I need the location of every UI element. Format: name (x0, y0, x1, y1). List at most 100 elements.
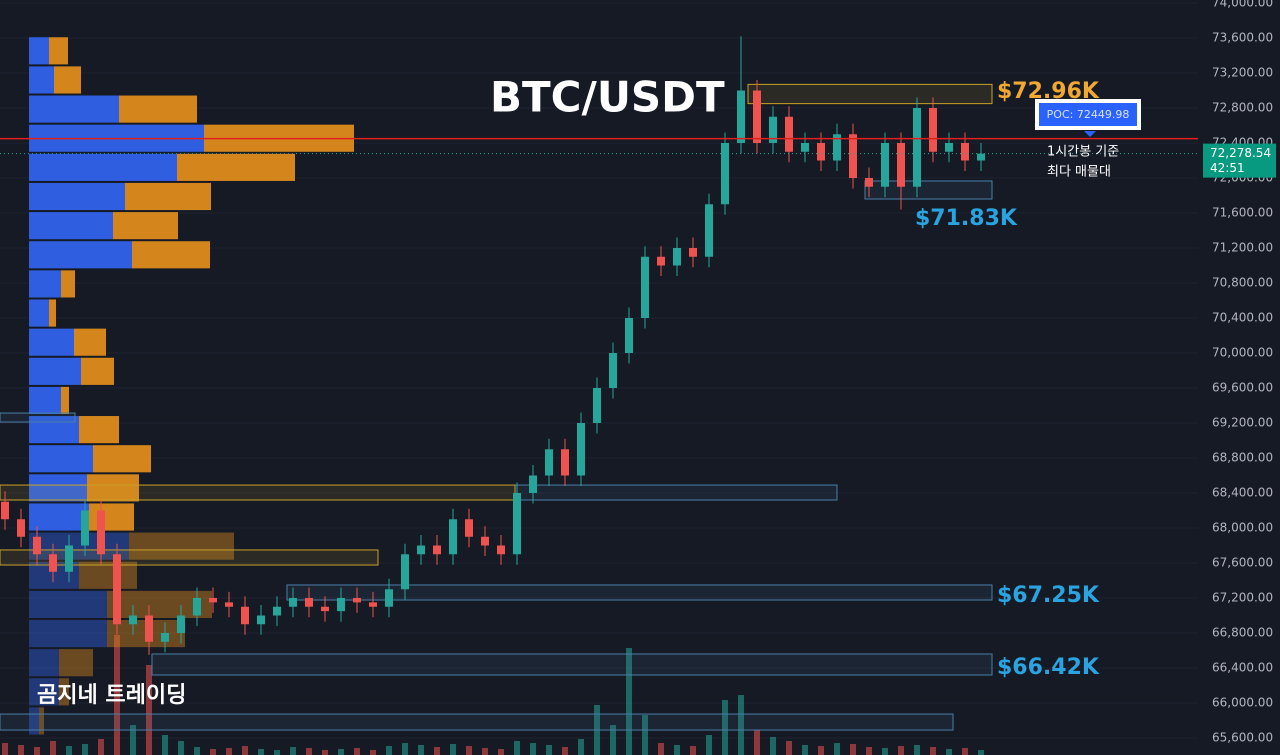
zone-label: $71.83K (915, 206, 1018, 231)
profile-sell (177, 153, 295, 181)
profile-buy (29, 532, 129, 560)
volume-bar (930, 747, 936, 755)
volume-bar (578, 739, 584, 755)
volume-bar (66, 746, 72, 755)
candle-body (385, 589, 393, 607)
profile-buy (29, 37, 49, 65)
volume-bar (418, 745, 424, 755)
y-tick-label: 67,600.00 (1212, 556, 1273, 570)
candle-body (561, 449, 569, 476)
profile-sell (87, 474, 139, 502)
volume-bar (146, 665, 152, 755)
zone (286, 584, 993, 601)
volume-bar (162, 735, 168, 755)
profile-sell (129, 532, 234, 560)
volume-bar (50, 741, 56, 755)
candle-body (17, 519, 25, 537)
volume-bar (226, 748, 232, 755)
volume-bar (946, 749, 952, 755)
profile-sell (81, 357, 114, 385)
profile-sell (132, 241, 210, 269)
volume-bar (210, 749, 216, 755)
candle-body (897, 143, 905, 187)
profile-sell (39, 707, 44, 735)
volume-bar (786, 741, 792, 755)
profile-buy (29, 357, 81, 385)
profile-sell (125, 182, 211, 211)
candle-body (433, 545, 441, 555)
candle-body (753, 90, 761, 143)
profile-sell (93, 445, 151, 473)
candle-body (769, 116, 777, 143)
profile-sell (119, 95, 197, 123)
volume-bar (866, 747, 872, 755)
volume-bar (338, 749, 344, 755)
y-tick-label: 66,800.00 (1212, 626, 1273, 640)
candle-body (865, 178, 873, 187)
axis-background (1198, 0, 1280, 755)
volume-bar (770, 737, 776, 755)
zone-label: $67.25K (997, 583, 1100, 608)
volume-bar (738, 695, 744, 755)
profile-buy (29, 66, 54, 94)
profile-buy (29, 328, 74, 356)
profile-buy (29, 299, 49, 327)
candle-body (625, 318, 633, 353)
candle-body (641, 256, 649, 318)
candle-body (961, 143, 969, 161)
zone (0, 484, 516, 501)
volume-bar (386, 746, 392, 755)
zone (0, 412, 76, 423)
y-tick-label: 68,400.00 (1212, 486, 1273, 500)
watermark: 곰지네 트레이딩 (37, 683, 186, 708)
candle-body (289, 598, 297, 607)
poc-label: POC: 72449.98 (1047, 108, 1130, 121)
profile-sell (49, 37, 68, 65)
candle-body (321, 606, 329, 612)
y-tick-label: 70,000.00 (1212, 346, 1273, 360)
candle-body (305, 598, 313, 607)
candle-body (273, 606, 281, 616)
volume-bar (674, 745, 680, 755)
profile-sell (113, 212, 178, 240)
y-tick-label: 70,800.00 (1212, 276, 1273, 290)
volume-layer (2, 635, 984, 755)
profile-buy (29, 620, 107, 648)
candle-body (673, 248, 681, 266)
candle-body (337, 598, 345, 612)
profile-sell (79, 416, 119, 444)
candle-body (689, 248, 697, 257)
candle-body (465, 519, 473, 537)
candle-body (497, 545, 505, 555)
volume-bar (962, 748, 968, 755)
zone (0, 713, 954, 731)
candle-body (513, 493, 521, 555)
candle-body (65, 545, 73, 572)
volume-bar (290, 747, 296, 755)
volume-bar (690, 746, 696, 755)
profile-buy (29, 707, 39, 735)
volume-bar (242, 746, 248, 755)
candle-body (353, 598, 361, 603)
profile-buy (29, 649, 59, 677)
candle-body (209, 598, 217, 603)
y-tick-label: 70,400.00 (1212, 311, 1273, 325)
profile-buy (29, 474, 87, 502)
profile-sell (59, 678, 69, 706)
candle-body (737, 90, 745, 143)
price-axis: 74,000.0073,600.0073,200.0072,800.0072,4… (1198, 0, 1280, 755)
volume-bar (722, 700, 728, 755)
poc-pointer (1084, 131, 1096, 137)
y-tick-label: 74,000.00 (1212, 0, 1273, 10)
volume-bar (450, 744, 456, 755)
y-tick-label: 68,000.00 (1212, 521, 1273, 535)
candle-body (593, 388, 601, 423)
candle-body (417, 545, 425, 555)
candle-body (113, 554, 121, 625)
profile-sell (61, 270, 75, 298)
volume-bar (802, 745, 808, 755)
volume-bar (18, 745, 24, 755)
profile-buy (29, 212, 113, 240)
